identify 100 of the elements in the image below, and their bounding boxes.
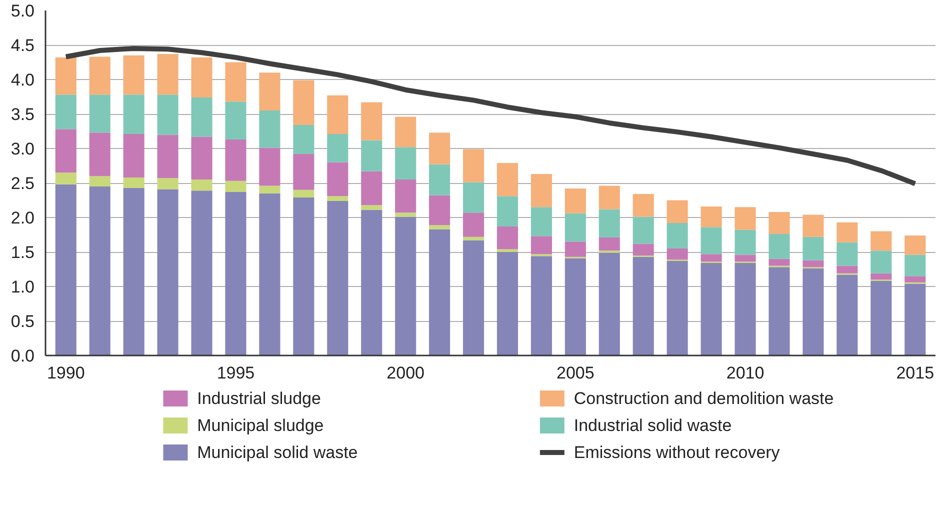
- bar: [836, 222, 858, 242]
- bar: [123, 177, 144, 188]
- bar: [802, 260, 824, 268]
- bar: [836, 266, 858, 274]
- bar: [462, 182, 484, 213]
- bar: [904, 276, 926, 282]
- bar: [462, 240, 484, 356]
- bar: [191, 136, 212, 180]
- bar: [123, 55, 144, 95]
- bar: [870, 250, 892, 274]
- x-tick-label: 2015: [896, 364, 934, 382]
- bar: [734, 254, 756, 262]
- y-tick-label: 1.0: [10, 278, 35, 296]
- bar: [191, 180, 212, 191]
- bar: [55, 184, 76, 356]
- bar: [700, 254, 722, 262]
- bar: [462, 212, 484, 237]
- bar: [768, 212, 790, 234]
- legend-label: Construction and demolition waste: [574, 389, 834, 408]
- bar: [700, 263, 722, 356]
- bar: [123, 134, 144, 178]
- bar: [361, 140, 382, 172]
- legend-label: Municipal solid waste: [197, 443, 358, 462]
- bar: [259, 148, 280, 186]
- bar: [632, 216, 654, 244]
- bar: [598, 252, 620, 356]
- bar: [598, 209, 620, 238]
- bar: [89, 56, 110, 95]
- legend-label: Industrial solid waste: [574, 416, 732, 435]
- bar: [768, 258, 790, 266]
- bar: [700, 227, 722, 254]
- bar: [700, 206, 722, 228]
- bar: [598, 186, 620, 210]
- bar: [395, 212, 416, 217]
- y-tick-label: 4.5: [10, 36, 35, 55]
- x-tick-label: 1995: [216, 364, 255, 382]
- bar: [123, 94, 144, 134]
- bar: [462, 236, 484, 240]
- bar: [666, 248, 688, 260]
- bar: [496, 226, 518, 250]
- bar: [904, 254, 926, 276]
- bar: [55, 172, 76, 184]
- bar: [530, 236, 552, 254]
- bar: [836, 242, 858, 266]
- bar: [361, 210, 382, 356]
- y-tick-label: 0.0: [10, 346, 35, 366]
- bar: [191, 190, 212, 356]
- bar: [191, 57, 212, 98]
- bar: [429, 195, 450, 226]
- bar: [564, 258, 586, 356]
- bar: [361, 102, 382, 140]
- bar: [564, 188, 586, 214]
- bar: [225, 102, 246, 140]
- bar: [666, 200, 688, 224]
- y-tick-label: 1.5: [10, 243, 35, 262]
- bar: [870, 280, 892, 356]
- bar: [429, 229, 450, 356]
- bar: [496, 249, 518, 252]
- bar: [157, 134, 178, 178]
- bar: [395, 216, 416, 356]
- bar: [496, 252, 518, 356]
- bar: [327, 196, 348, 201]
- bar: [89, 94, 110, 133]
- bar: [327, 95, 348, 134]
- bar: [802, 268, 824, 356]
- bar: [89, 186, 110, 356]
- bar: [564, 213, 586, 242]
- bar: [802, 214, 824, 237]
- bar: [293, 190, 314, 198]
- bar: [293, 197, 314, 356]
- y-tick-label: 5.0: [10, 2, 35, 20]
- bar: [157, 94, 178, 135]
- bar: [293, 125, 314, 154]
- bar: [496, 162, 518, 196]
- bar: [89, 176, 110, 186]
- y-tick-label: 2.0: [10, 208, 35, 228]
- bar: [429, 164, 450, 196]
- legend-label: Municipal sludge: [197, 416, 324, 435]
- bar: [530, 256, 552, 356]
- x-tick-label: 2000: [386, 364, 424, 382]
- bar: [530, 207, 552, 236]
- bar: [429, 132, 450, 164]
- bar: [157, 178, 178, 190]
- bar: [632, 256, 654, 356]
- bar: [598, 238, 620, 251]
- bar: [225, 180, 246, 192]
- bar: [666, 223, 688, 249]
- bar: [225, 192, 246, 356]
- bar: [870, 273, 892, 280]
- bar: [259, 72, 280, 111]
- bar: [259, 110, 280, 148]
- bar: [870, 231, 892, 251]
- bar: [191, 97, 212, 137]
- bar: [632, 244, 654, 256]
- bar: [395, 180, 416, 213]
- bar: [123, 188, 144, 356]
- bar: [395, 116, 416, 148]
- bar: [157, 189, 178, 356]
- bar: [293, 80, 314, 126]
- bar: [666, 260, 688, 356]
